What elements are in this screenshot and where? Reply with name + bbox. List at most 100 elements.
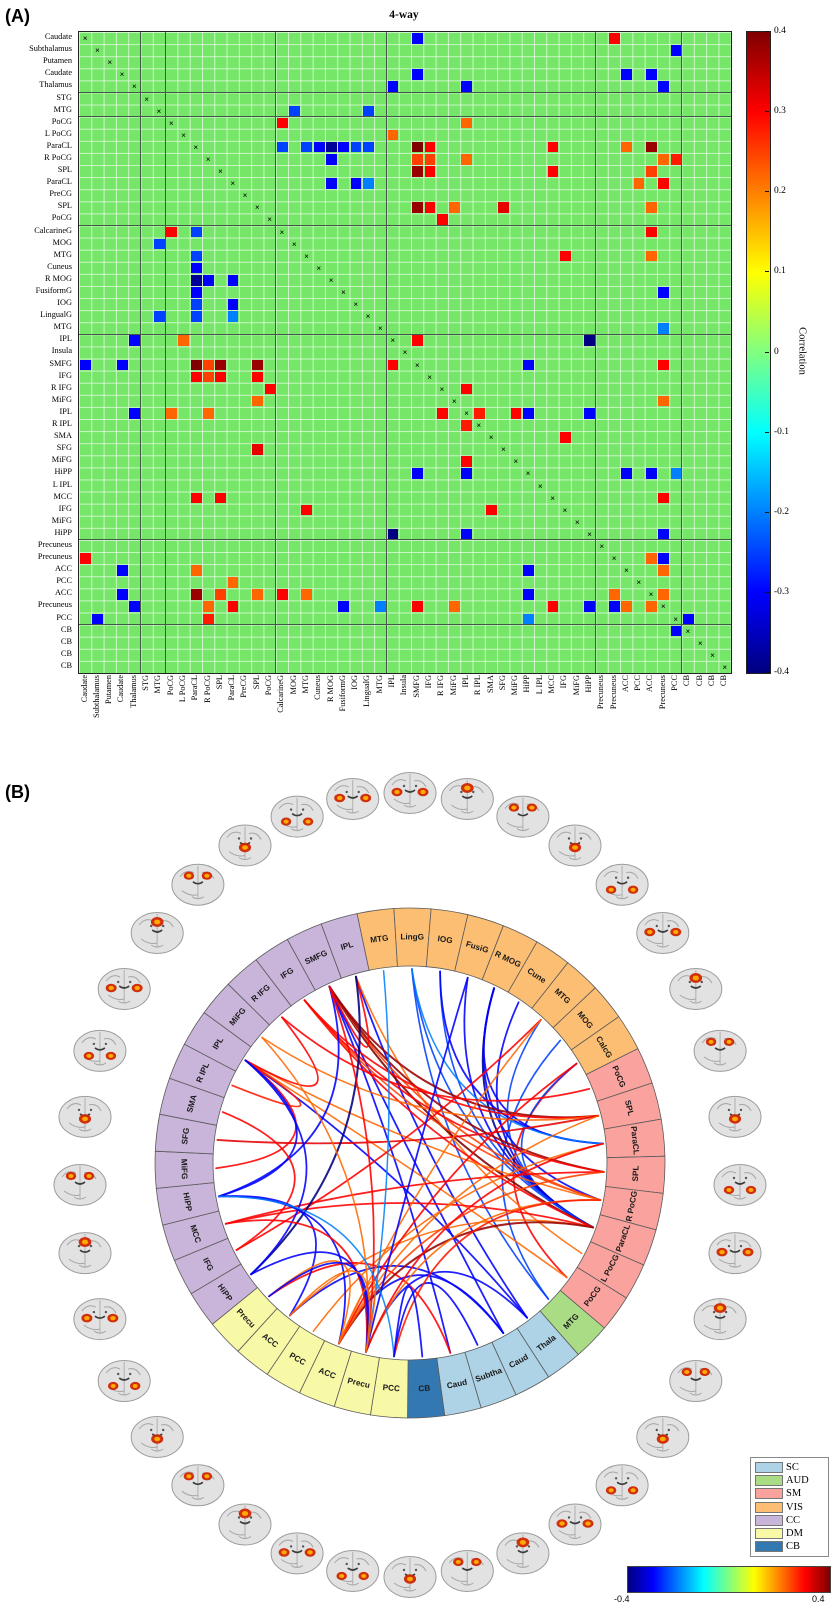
heatmap-cell (190, 565, 202, 576)
x-axis-tick-label: MTG (374, 675, 384, 694)
heatmap-cell (486, 504, 497, 516)
ring-segment-label: HiPP (181, 1192, 193, 1213)
heatmap-cell (412, 69, 424, 80)
diagonal-x-mark: × (611, 553, 617, 563)
chord-connection (303, 999, 594, 1229)
brain-slice-icon (171, 863, 225, 906)
heatmap-cell (473, 407, 485, 419)
heatmap-cell (522, 589, 534, 600)
legend-swatch (755, 1488, 783, 1500)
heatmap-cell (412, 468, 424, 480)
x-axis-tick-label: R PoCG (202, 675, 212, 703)
legend-label: CB (786, 1541, 801, 1553)
chord-connection (224, 1202, 594, 1229)
heatmap-cell (621, 69, 633, 80)
chord-connection (328, 985, 605, 1173)
heatmap-cell (498, 202, 510, 213)
x-axis-tick-label: Insula (399, 675, 409, 696)
x-axis-tick-label: IOG (350, 675, 360, 690)
legend-row: CB (755, 1540, 828, 1553)
x-axis-tick-label: R IPL (473, 675, 483, 696)
x-axis-tick-label: MiFG (571, 675, 581, 696)
chord-connection (221, 1111, 296, 1251)
chord-connection (338, 1280, 377, 1353)
heatmap-cell (449, 202, 460, 213)
chord-connection (250, 975, 361, 1276)
ring-segment-label: IPL (340, 940, 355, 952)
y-axis-tick-label: MiFG (51, 455, 72, 465)
diagonal-x-mark: × (95, 45, 100, 56)
diagonal-x-mark: × (254, 202, 260, 213)
brain-slice-icon (58, 1095, 112, 1138)
brain-slice-icon (383, 1556, 437, 1598)
x-axis-tick-label: SFG (497, 675, 507, 691)
y-axis-tick-label: PCC (56, 576, 72, 586)
brain-slice-icon (383, 772, 437, 814)
x-axis-tick-label: ACC (620, 675, 630, 693)
chord-connection (501, 1039, 562, 1300)
y-axis-tick-label: FusiformG (35, 286, 72, 295)
diagonal-x-mark: × (427, 371, 433, 382)
group-separator-line (79, 539, 731, 541)
diagonal-x-mark: × (685, 625, 691, 636)
heatmap-cell (301, 589, 313, 600)
diagonal-x-mark: × (710, 649, 715, 660)
heatmap-cell (203, 274, 214, 286)
heatmap-cell (412, 166, 424, 177)
heatmap-cell (215, 371, 227, 383)
brain-slice-icon (326, 1550, 380, 1592)
network-legend: SC AUD SM VIS CC DM CB (750, 1457, 829, 1558)
x-axis-tick-label: L IPL (534, 675, 544, 695)
group-separator-line (79, 92, 731, 93)
x-axis-tick-label: Caudate (79, 675, 89, 703)
colorbar-tick-label: 0.3 (774, 106, 786, 117)
heatmap-cell (522, 565, 534, 576)
colorbar-min-label: -0.4 (614, 1594, 630, 1604)
brain-slice-icon (326, 778, 380, 820)
y-axis-tick-label: SFG (56, 443, 72, 453)
diagonal-x-mark: × (341, 287, 346, 297)
y-axis-tick-label: R IFG (51, 382, 72, 392)
y-axis-tick-label: ParaCL (46, 177, 72, 187)
diagonal-x-mark: × (328, 274, 334, 285)
heatmap-y-axis-labels: Caudate Subthalamus Putamen Caudate Thalamus… (0, 31, 75, 672)
diagonal-x-mark: × (501, 444, 506, 455)
diagonal-x-mark: × (550, 492, 556, 503)
heatmap-cell (301, 141, 313, 153)
heatmap-cell (276, 141, 288, 153)
chord-connection (244, 1016, 319, 1087)
heatmap-cell (461, 383, 473, 395)
diagonal-x-mark: × (218, 166, 223, 176)
x-axis-tick-label: PreCG (239, 675, 249, 698)
heatmap-cell (461, 153, 473, 165)
x-axis-tick-label: PoCG (165, 675, 175, 696)
x-axis-tick-label: IPL (387, 675, 397, 688)
diagonal-x-mark: × (353, 299, 359, 310)
y-axis-tick-label: CalcarineG (34, 225, 72, 235)
brain-slice-icon (693, 1029, 747, 1072)
chord-connection (289, 1219, 594, 1317)
y-axis-tick-label: MOG (52, 237, 72, 247)
heatmap-cell (436, 407, 448, 419)
y-axis-tick-label: Putamen (42, 56, 72, 66)
group-separator-line (164, 32, 166, 673)
legend-swatch (755, 1514, 783, 1526)
heatmap-cell (387, 359, 399, 371)
colorbar-tick-mark (765, 672, 769, 673)
ring-segment-label: ParaCL (629, 1126, 641, 1155)
heatmap-cell (215, 359, 227, 371)
diagonal-x-mark: × (414, 359, 420, 370)
ring-segment-label: SPL (631, 1165, 641, 1181)
heatmap-cell (387, 528, 399, 540)
x-axis-tick-label: PCC (670, 675, 679, 691)
colorbar-max-label: 0.4 (812, 1594, 825, 1604)
colorbar-tick-mark (765, 111, 769, 113)
heatmap-cell (227, 274, 239, 286)
group-separator-line (79, 333, 731, 335)
chord-connection (218, 1195, 317, 1317)
brain-slice-icon (496, 795, 550, 838)
heatmap-cell (645, 166, 657, 177)
brain-slice-icon (130, 1416, 184, 1458)
y-axis-tick-label: Thalamus (39, 80, 72, 90)
heatmap-cell (203, 601, 214, 613)
